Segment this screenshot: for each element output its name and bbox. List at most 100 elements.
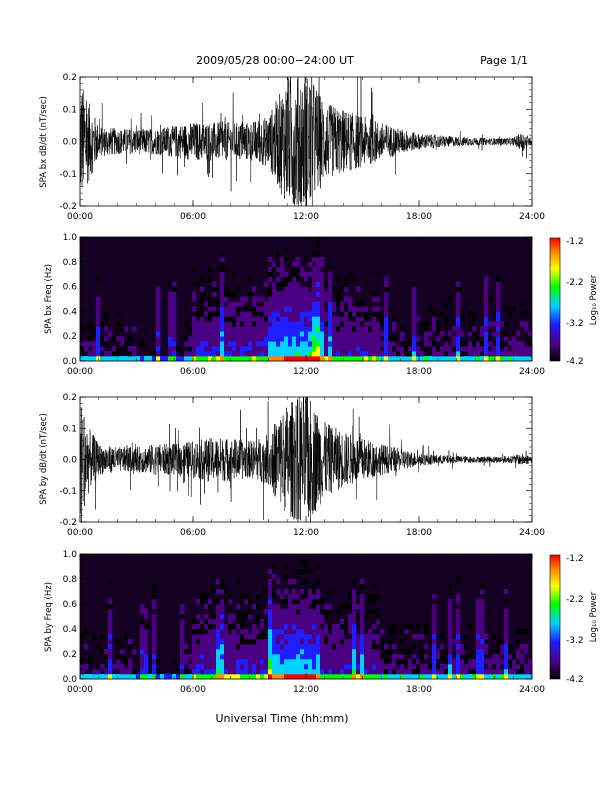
heatmap-cell xyxy=(412,346,417,352)
heatmap-cell xyxy=(516,331,521,337)
heatmap-cell xyxy=(324,669,329,675)
heatmap-cell xyxy=(200,664,205,670)
heatmap-cell xyxy=(200,326,205,332)
heatmap-cell xyxy=(248,599,253,605)
heatmap-cell xyxy=(264,306,269,312)
heatmap-cell xyxy=(372,331,377,337)
heatmap-cell xyxy=(300,599,305,605)
heatmap-cell xyxy=(216,579,221,585)
heatmap-cell xyxy=(304,351,309,357)
heatmap-cell xyxy=(320,296,325,302)
heatmap-cell xyxy=(492,331,497,337)
heatmap-cell xyxy=(264,281,269,287)
heatmap-cell xyxy=(496,346,501,352)
heatmap-cell xyxy=(492,654,497,660)
heatmap-cell xyxy=(276,266,281,273)
heatmap-cell xyxy=(348,669,353,675)
heatmap-cell xyxy=(452,669,457,675)
heatmap-cell xyxy=(364,674,369,680)
heatmap-cell xyxy=(192,619,197,625)
heatmap-cell xyxy=(308,301,313,307)
colorbar-by-tick: -2.2 xyxy=(566,595,584,605)
heatmap-cell xyxy=(364,356,369,362)
heatmap-cell xyxy=(464,634,469,640)
heatmap-cell xyxy=(236,604,241,610)
heatmap-cell xyxy=(440,674,445,680)
heatmap-cell xyxy=(328,654,333,660)
heatmap-cell xyxy=(280,331,285,337)
heatmap-cell xyxy=(292,316,297,322)
heatmap-cell xyxy=(336,276,341,282)
heatmap-cell xyxy=(276,664,281,670)
heatmap-cell xyxy=(376,649,381,655)
heatmap-cell xyxy=(256,659,261,665)
heatmap-cell xyxy=(260,311,265,317)
heatmap-cell xyxy=(432,346,437,352)
heatmap-cell xyxy=(208,321,213,327)
heatmap-cell xyxy=(320,276,325,282)
heatmap-cell xyxy=(316,589,321,595)
heatmap-cell xyxy=(328,669,333,675)
heatmap-cell xyxy=(472,351,477,357)
heatmap-cell xyxy=(372,634,377,640)
heatmap-cell xyxy=(484,649,489,655)
heatmap-cell xyxy=(96,276,101,282)
heatmap-cell xyxy=(312,356,317,362)
heatmap-cell xyxy=(448,356,453,362)
heatmap-cell xyxy=(284,649,289,655)
heatmap-cell xyxy=(320,346,325,352)
heatmap-cell xyxy=(272,291,277,297)
heatmap-cell xyxy=(232,654,237,660)
heatmap-cell xyxy=(96,674,101,680)
heatmap-cell xyxy=(168,346,173,352)
heatmap-cell xyxy=(504,634,509,640)
heatmap-cell xyxy=(304,559,309,565)
heatmap-cell xyxy=(388,341,393,347)
heatmap-cell xyxy=(228,614,233,620)
heatmap-cell xyxy=(380,351,385,357)
colorbar-by-gradient xyxy=(549,554,561,680)
heatmap-cell xyxy=(476,336,481,342)
heatmap-cell xyxy=(192,346,197,352)
heatmap-cell xyxy=(340,351,345,357)
heatmap-cell xyxy=(520,321,525,327)
heatmap-cell xyxy=(500,331,505,337)
heatmap-cell xyxy=(204,311,209,317)
heatmap-cell xyxy=(108,331,113,337)
heatmap-cell xyxy=(248,356,253,362)
heatmap-cell xyxy=(268,589,273,595)
heatmap-cell xyxy=(360,599,365,605)
heatmap-cell xyxy=(176,346,181,352)
heatmap-cell xyxy=(496,674,501,680)
heatmap-cell xyxy=(280,306,285,312)
heatmap-cell xyxy=(100,664,105,670)
heatmap-cell xyxy=(304,306,309,312)
heatmap-cell xyxy=(304,649,309,655)
heatmap-cell xyxy=(256,604,261,610)
heatmap-cell xyxy=(224,266,229,273)
heatmap-cell xyxy=(92,331,97,337)
heatmap-cell xyxy=(256,614,261,620)
heatmap-cell xyxy=(308,614,313,620)
heatmap-cell xyxy=(312,609,317,615)
heatmap-cell xyxy=(412,669,417,675)
heatmap-cell xyxy=(404,346,409,352)
heatmap-cell xyxy=(376,336,381,342)
heatmap-cell xyxy=(360,614,365,620)
heatmap-cell xyxy=(344,674,349,680)
heatmap-cell xyxy=(212,331,217,337)
x-tick-label: 06:00 xyxy=(180,212,206,222)
heatmap-cell xyxy=(108,629,113,635)
heatmap-cell xyxy=(336,659,341,665)
heatmap-cell xyxy=(376,271,381,277)
heatmap-cell xyxy=(412,654,417,660)
heatmap-cell xyxy=(432,341,437,347)
heatmap-cell xyxy=(200,311,205,317)
heatmap-cell xyxy=(452,674,457,680)
heatmap-cell xyxy=(220,634,225,640)
heatmap-cell xyxy=(444,351,449,357)
heatmap-cell xyxy=(340,306,345,312)
heatmap-cell xyxy=(368,346,373,352)
heatmap-cell xyxy=(264,351,269,357)
heatmap-cell xyxy=(228,336,233,342)
